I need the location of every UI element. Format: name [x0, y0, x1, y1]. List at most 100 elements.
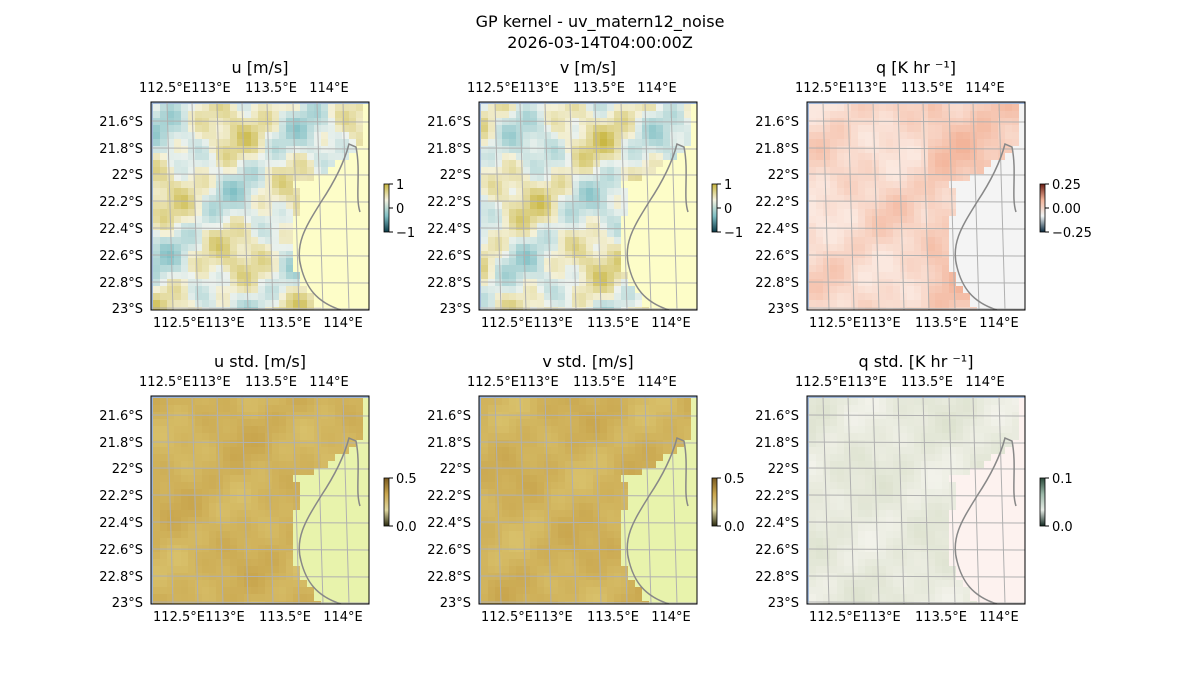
- data-cell: [949, 398, 957, 406]
- data-cell: [307, 594, 315, 602]
- data-cell: [844, 300, 852, 308]
- data-cell: [649, 580, 657, 588]
- data-cell: [649, 132, 657, 140]
- data-cell: [649, 202, 657, 210]
- data-cell: [558, 216, 566, 224]
- data-cell: [481, 195, 489, 203]
- data-cell: [530, 286, 538, 294]
- data-cell: [195, 104, 203, 112]
- data-cell: [607, 223, 615, 231]
- data-cell: [321, 468, 329, 476]
- data-cell: [509, 188, 517, 196]
- data-cell: [272, 496, 280, 504]
- data-cell: [635, 230, 643, 238]
- data-cell: [663, 181, 671, 189]
- data-cell: [160, 552, 168, 560]
- data-cell: [195, 272, 203, 280]
- data-cell: [279, 216, 287, 224]
- colorbar-tick-label: 0.0: [724, 520, 745, 535]
- data-cell: [286, 265, 294, 273]
- data-cell: [153, 202, 161, 210]
- data-cell: [656, 300, 664, 308]
- data-cell: [956, 132, 964, 140]
- data-cell: [300, 594, 308, 602]
- data-cell: [670, 559, 678, 567]
- data-cell: [335, 538, 343, 546]
- data-cell: [328, 293, 336, 301]
- data-cell: [335, 195, 343, 203]
- data-cell: [237, 468, 245, 476]
- data-cell: [349, 503, 357, 511]
- data-cell: [565, 286, 573, 294]
- data-cell: [356, 559, 364, 567]
- data-cell: [649, 447, 657, 455]
- data-cell: [251, 496, 259, 504]
- data-cell: [1005, 167, 1013, 175]
- lat-tick: 21.6°S: [427, 115, 471, 130]
- data-cell: [998, 160, 1006, 168]
- data-cell: [544, 398, 552, 406]
- data-cell: [265, 104, 273, 112]
- data-cell: [174, 104, 182, 112]
- data-cell: [349, 160, 357, 168]
- data-cell: [342, 237, 350, 245]
- data-cell: [984, 195, 992, 203]
- data-cell: [244, 139, 252, 147]
- data-cell: [579, 419, 587, 427]
- data-cell: [809, 279, 817, 287]
- data-cell: [251, 398, 259, 406]
- data-cell: [174, 468, 182, 476]
- data-cell: [837, 153, 845, 161]
- data-cell: [858, 160, 866, 168]
- data-cell: [656, 503, 664, 511]
- data-cell: [314, 398, 322, 406]
- data-cell: [663, 111, 671, 119]
- data-cell: [656, 125, 664, 133]
- data-cell: [293, 447, 301, 455]
- data-cell: [244, 559, 252, 567]
- data-cell: [537, 440, 545, 448]
- data-cell: [565, 167, 573, 175]
- data-cell: [1012, 307, 1020, 310]
- data-cell: [544, 160, 552, 168]
- data-cell: [335, 489, 343, 497]
- data-cell: [900, 398, 908, 406]
- data-cell: [356, 594, 364, 602]
- data-cell: [963, 209, 971, 217]
- data-cell: [1005, 405, 1013, 413]
- data-cell: [649, 272, 657, 280]
- data-cell: [614, 594, 622, 602]
- data-cell: [230, 524, 238, 532]
- data-cell: [279, 251, 287, 259]
- data-cell: [237, 139, 245, 147]
- data-cell: [551, 139, 559, 147]
- data-cell: [293, 293, 301, 301]
- data-cell: [670, 594, 678, 602]
- data-cell: [502, 216, 510, 224]
- data-cell: [677, 209, 685, 217]
- data-cell: [642, 447, 650, 455]
- data-cell: [516, 118, 524, 126]
- data-cell: [551, 265, 559, 273]
- data-cell: [188, 461, 196, 469]
- data-cell: [265, 587, 273, 595]
- data-cell: [509, 300, 517, 308]
- data-cell: [872, 125, 880, 133]
- data-cell: [600, 482, 608, 490]
- data-cell: [830, 167, 838, 175]
- data-cell: [635, 307, 643, 310]
- data-cell: [565, 132, 573, 140]
- data-cell: [202, 524, 210, 532]
- data-cell: [942, 125, 950, 133]
- data-cell: [509, 153, 517, 161]
- data-cell: [691, 153, 697, 161]
- data-cell: [942, 174, 950, 182]
- data-cell: [537, 125, 545, 133]
- map-area: [151, 102, 369, 310]
- data-cell: [272, 440, 280, 448]
- data-cell: [614, 188, 622, 196]
- data-cell: [188, 265, 196, 273]
- data-cell: [893, 251, 901, 259]
- data-cell: [244, 538, 252, 546]
- data-cell: [293, 104, 301, 112]
